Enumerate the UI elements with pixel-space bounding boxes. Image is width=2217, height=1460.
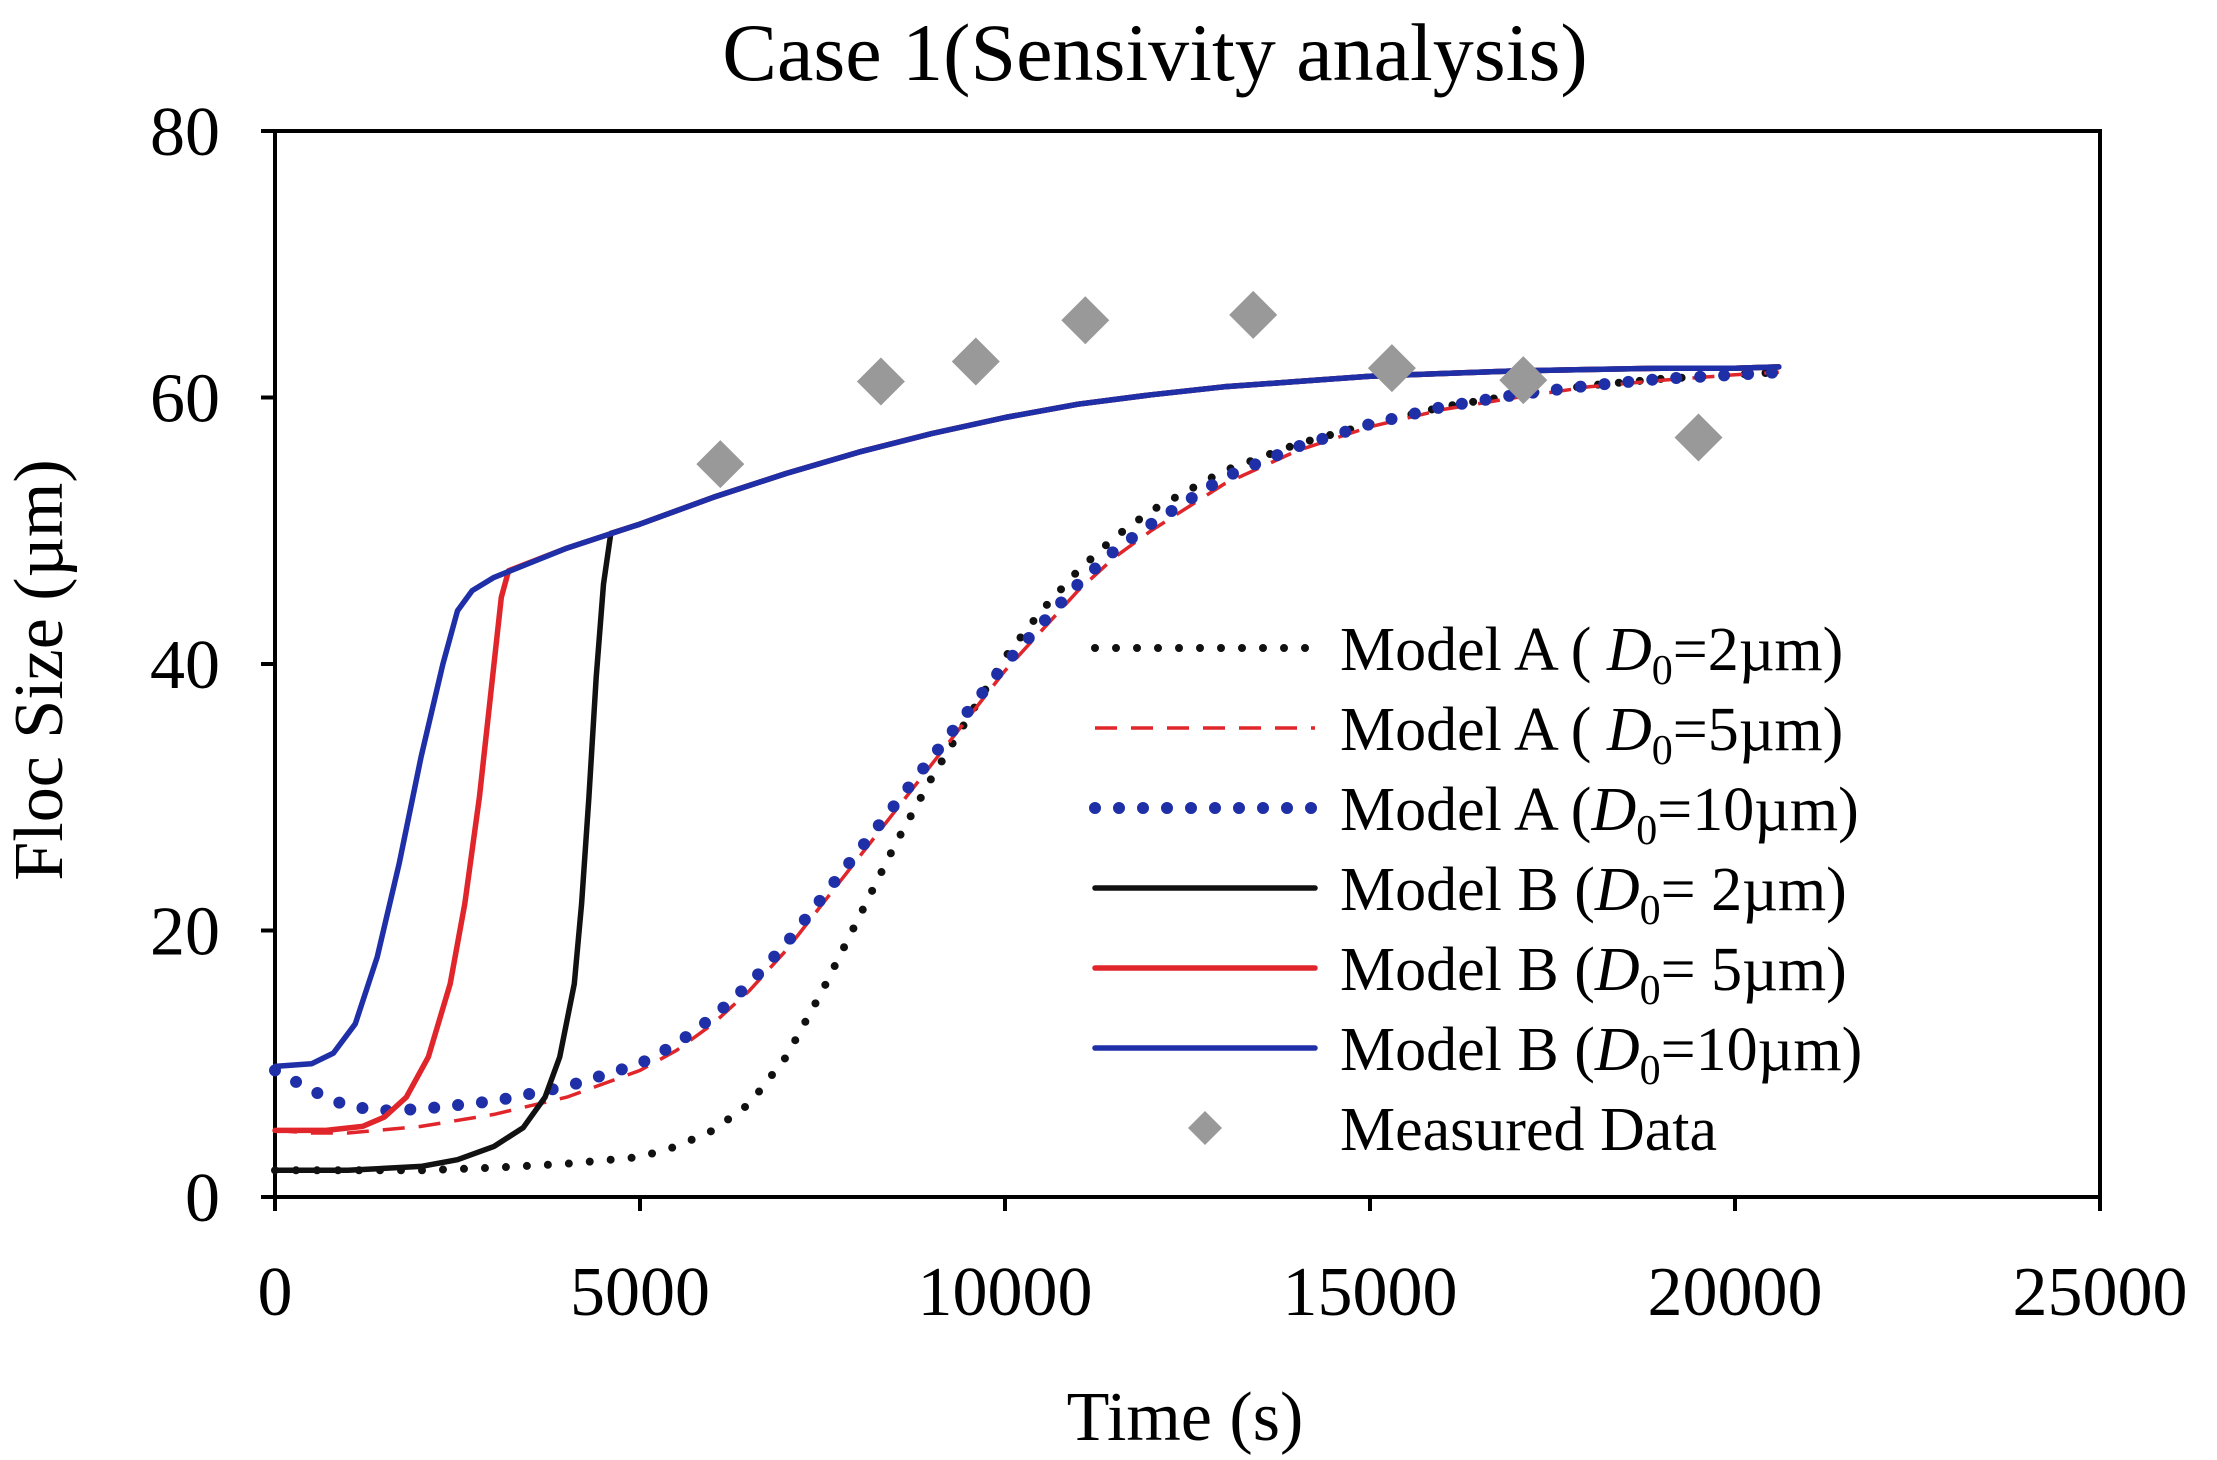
series-layer bbox=[269, 290, 1785, 1175]
measured-data-point bbox=[696, 440, 745, 489]
legend-label-variable: D bbox=[1606, 696, 1652, 764]
legend-label-suffix: = 5µm) bbox=[1661, 936, 1847, 1004]
legend-label-subscript: 0 bbox=[1652, 728, 1673, 774]
legend-label-variable: D bbox=[1594, 936, 1640, 1004]
legend-label-prefix: Model A ( bbox=[1340, 776, 1591, 844]
legend-label-subscript: 0 bbox=[1640, 968, 1661, 1014]
x-axis-label: Time (s) bbox=[1067, 1379, 1304, 1456]
measured-data-point bbox=[1367, 344, 1416, 393]
series-line-2 bbox=[269, 366, 1785, 1117]
legend-label-suffix: =2µm) bbox=[1673, 616, 1844, 684]
y-tick-label: 40 bbox=[150, 627, 220, 704]
y-tick-label: 0 bbox=[185, 1160, 220, 1237]
x-tick-label: 5000 bbox=[570, 1254, 710, 1331]
legend-label-prefix: Model A ( bbox=[1340, 616, 1607, 684]
measured-data-point bbox=[1499, 356, 1548, 405]
chart-title: Case 1(Sensivity analysis) bbox=[722, 7, 1587, 98]
legend-label-suffix: =10µm) bbox=[1661, 1016, 1863, 1084]
y-axis-label: Floc Size (µm) bbox=[1, 459, 78, 880]
measured-data-point bbox=[1061, 296, 1110, 345]
legend-label: Model A ( D0=5µm) bbox=[1340, 696, 1843, 774]
legend-label: Model B (D0=10µm) bbox=[1340, 1016, 1862, 1094]
y-axis-label-group: Floc Size (µm) bbox=[1, 459, 78, 880]
legend-label-subscript: 0 bbox=[1652, 648, 1673, 694]
legend-label-variable: D bbox=[1606, 616, 1652, 684]
x-tick-label: 20000 bbox=[1648, 1254, 1823, 1331]
legend-label: Model A ( D0=2µm) bbox=[1340, 616, 1843, 694]
legend-label-suffix: = 2µm) bbox=[1661, 856, 1847, 924]
measured-data-point bbox=[1674, 413, 1723, 462]
legend-label-suffix: =10µm) bbox=[1657, 776, 1859, 844]
measured-data-point bbox=[951, 337, 1000, 386]
axis-ticks: 0 20 40 60 80 0 5000 10000 15000 20000 25000 bbox=[150, 94, 2188, 1331]
legend-label: Model B (D0= 2µm) bbox=[1340, 856, 1847, 934]
series-line-5 bbox=[272, 364, 1782, 1070]
y-tick-label: 80 bbox=[150, 94, 220, 171]
y-tick-label: 20 bbox=[150, 894, 220, 971]
legend-label-suffix: =5µm) bbox=[1673, 696, 1844, 764]
legend-label-subscript: 0 bbox=[1640, 1048, 1661, 1094]
legend-label-variable: D bbox=[1590, 776, 1636, 844]
x-tick-label: 15000 bbox=[1283, 1254, 1458, 1331]
measured-data-point bbox=[856, 357, 905, 406]
legend-label-subscript: 0 bbox=[1636, 808, 1657, 854]
legend-label-prefix: Model A ( bbox=[1340, 696, 1607, 764]
measured-data-point bbox=[1229, 290, 1278, 339]
legend-label-prefix: Model B ( bbox=[1340, 1016, 1595, 1084]
legend-label-prefix: Measured Data bbox=[1340, 1096, 1717, 1164]
legend-label-variable: D bbox=[1594, 1016, 1640, 1084]
legend: Model A ( D0=2µm)Model A ( D0=5µm)Model … bbox=[1089, 616, 1862, 1164]
y-tick-label: 60 bbox=[150, 361, 220, 438]
legend-label-variable: D bbox=[1594, 856, 1640, 924]
legend-label-subscript: 0 bbox=[1640, 888, 1661, 934]
legend-label: Measured Data bbox=[1340, 1096, 1717, 1164]
legend-label: Model B (D0= 5µm) bbox=[1340, 936, 1847, 1014]
legend-marker bbox=[1188, 1111, 1222, 1145]
x-tick-label: 25000 bbox=[2013, 1254, 2188, 1331]
legend-label: Model A (D0=10µm) bbox=[1340, 776, 1859, 854]
x-tick-label: 10000 bbox=[918, 1254, 1093, 1331]
x-tick-label: 0 bbox=[258, 1254, 293, 1331]
legend-label-prefix: Model B ( bbox=[1340, 856, 1595, 924]
legend-label-prefix: Model B ( bbox=[1340, 936, 1595, 1004]
series-line-1 bbox=[274, 370, 1779, 1135]
